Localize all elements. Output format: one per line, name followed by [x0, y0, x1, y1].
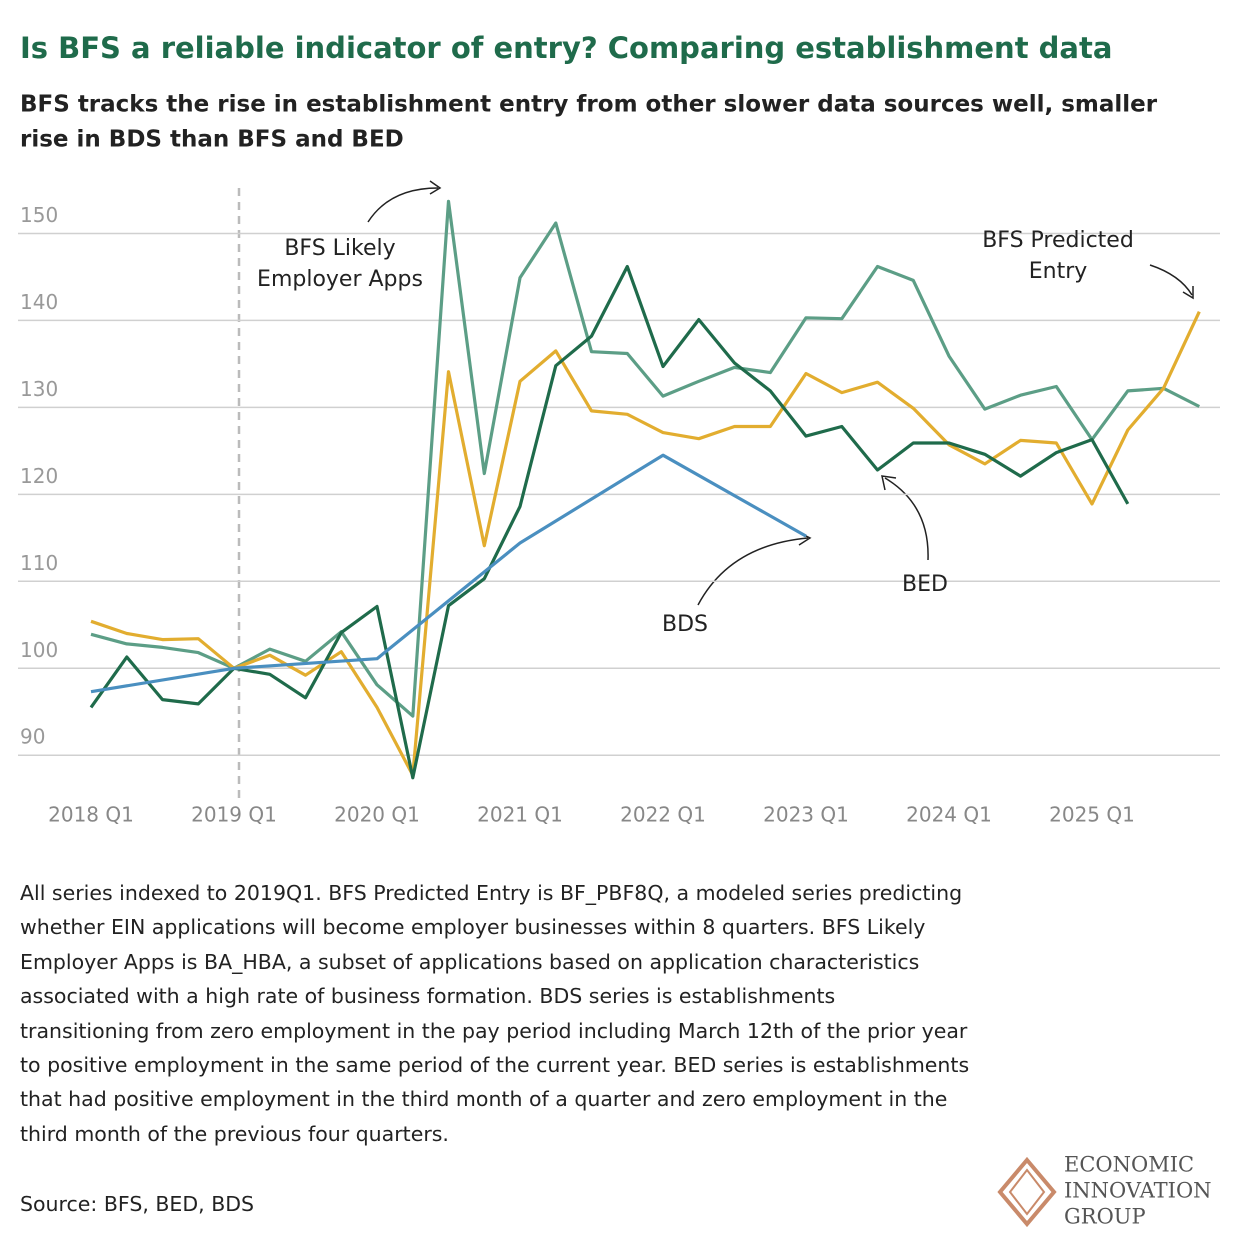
logo-text: GROUP	[1064, 1205, 1146, 1229]
arrow	[697, 537, 809, 606]
y-tick-label: 90	[20, 725, 45, 749]
logo-text: INNOVATION	[1064, 1179, 1212, 1203]
y-tick-label: 130	[20, 377, 58, 401]
x-tick-label: 2021 Q1	[477, 803, 563, 827]
series-label: BFS Likely	[284, 236, 395, 261]
y-tick-label: 140	[20, 290, 58, 314]
annotation-arrows	[367, 180, 1194, 606]
x-tick-label: 2024 Q1	[906, 803, 992, 827]
logo-mark	[997, 1156, 1057, 1228]
arrow	[881, 475, 897, 491]
logo-text: ECONOMIC	[1064, 1153, 1194, 1177]
series-label: BED	[902, 572, 948, 597]
series-label: Entry	[1029, 259, 1088, 284]
series-line	[90, 199, 1201, 718]
x-tick-label: 2022 Q1	[620, 803, 706, 827]
y-tick-label: 150	[20, 203, 58, 227]
y-tick-label: 100	[20, 638, 58, 662]
chart-title: Is BFS a reliable indicator of entry? Co…	[20, 31, 1112, 65]
arrow	[1149, 264, 1193, 296]
arrow	[884, 477, 929, 561]
series-label: Employer Apps	[257, 267, 423, 292]
series-label: BDS	[662, 612, 708, 637]
x-tick-label: 2020 Q1	[334, 803, 420, 827]
series-line	[90, 453, 807, 694]
y-tick-label: 110	[20, 551, 58, 575]
arrow	[1182, 286, 1194, 300]
series-line	[90, 311, 1201, 777]
chart-subtitle: rise in BDS than BFS and BED	[20, 127, 404, 153]
x-tick-label: 2019 Q1	[191, 803, 277, 827]
y-tick-label: 120	[20, 464, 58, 488]
x-tick-label: 2025 Q1	[1049, 803, 1135, 827]
series-label: BFS Predicted	[982, 228, 1134, 253]
source: Source: BFS, BED, BDS	[20, 1192, 255, 1216]
footnote: All series indexed to 2019Q1. BFS Predic…	[20, 881, 970, 1146]
arrow	[367, 187, 439, 223]
chart-subtitle: BFS tracks the rise in establishment ent…	[20, 92, 1158, 118]
arrow-head	[429, 180, 442, 195]
series-line	[89, 264, 1130, 780]
x-tick-label: 2018 Q1	[48, 803, 134, 827]
x-tick-label: 2023 Q1	[763, 803, 849, 827]
